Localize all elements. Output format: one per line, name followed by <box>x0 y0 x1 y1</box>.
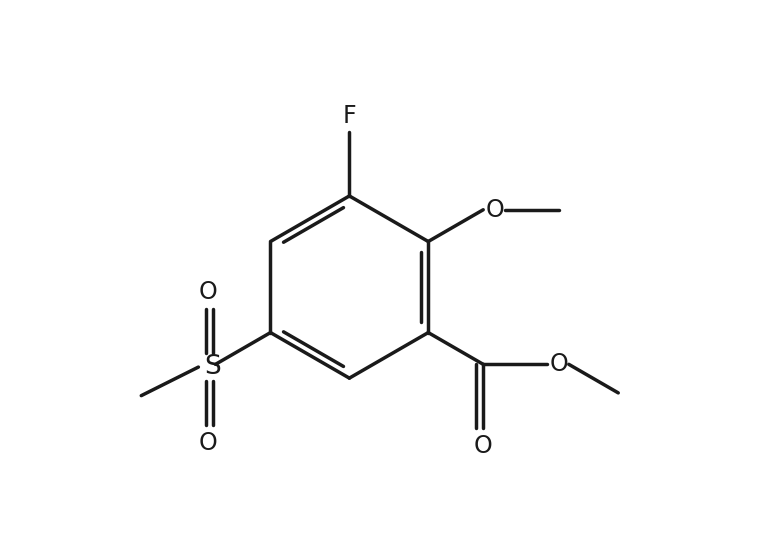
Text: O: O <box>199 280 218 304</box>
Text: O: O <box>549 352 568 376</box>
Text: O: O <box>474 434 493 458</box>
Text: F: F <box>342 104 356 128</box>
Text: O: O <box>486 198 504 222</box>
Text: O: O <box>199 431 218 454</box>
Text: S: S <box>204 354 221 380</box>
